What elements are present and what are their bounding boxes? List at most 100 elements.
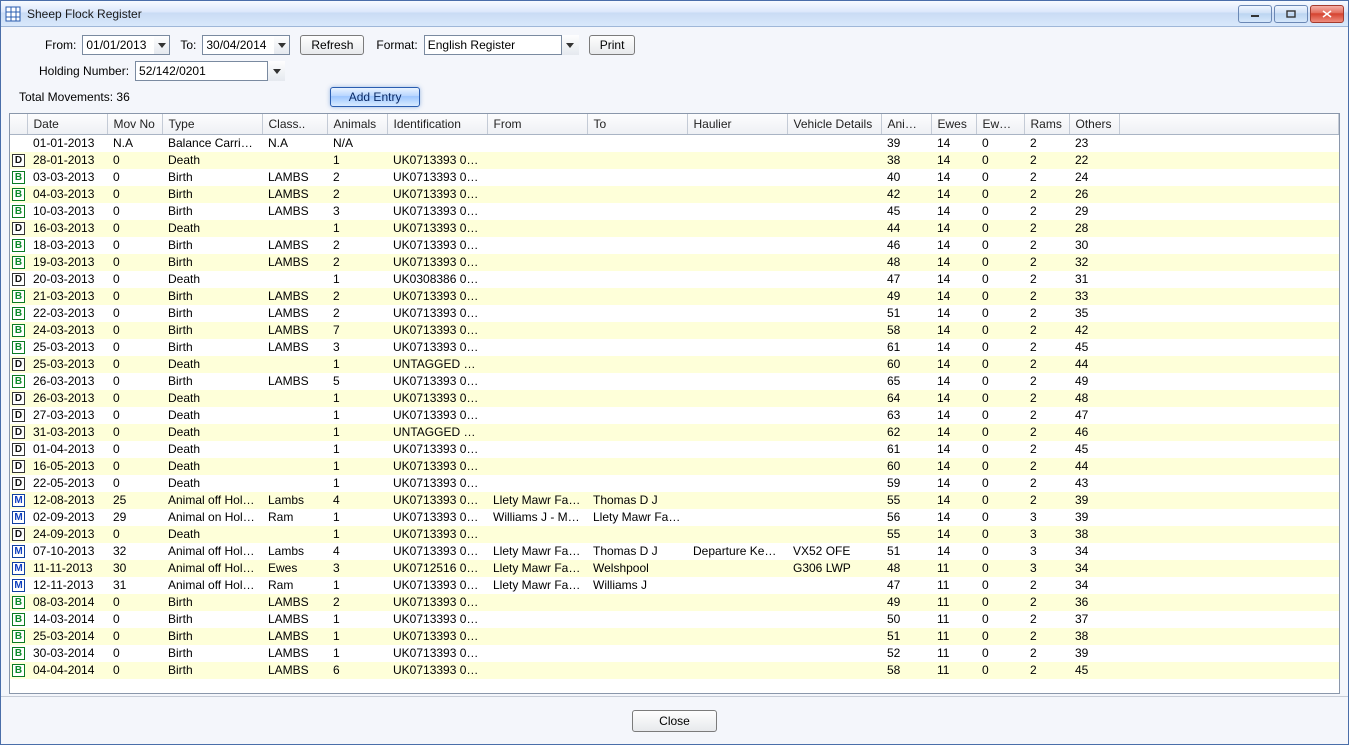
cell-haulier — [687, 220, 787, 237]
holding-number-label: Holding Number: — [39, 64, 129, 78]
column-header[interactable]: Class.. — [262, 114, 327, 135]
table-row[interactable]: D26-03-20130Death1UK0713393 000...641402… — [10, 390, 1339, 407]
cell-movno: 0 — [107, 373, 162, 390]
column-header[interactable]: Animals — [327, 114, 387, 135]
cell-rams: 3 — [1024, 560, 1069, 577]
cell-vehicle — [787, 645, 881, 662]
grid-scroll[interactable]: DateMov NoTypeClass..AnimalsIdentificati… — [10, 114, 1339, 693]
table-row[interactable]: B10-03-20130BirthLAMBS3UK0713393 000...4… — [10, 203, 1339, 220]
cell-animals: 2 — [327, 254, 387, 271]
table-row[interactable]: D24-09-20130Death1UK0713393 000...551403… — [10, 526, 1339, 543]
cell-to — [587, 186, 687, 203]
cell-anim: 50 — [881, 611, 931, 628]
row-type-icon: D — [10, 390, 27, 407]
cell-movno: 0 — [107, 475, 162, 492]
cell-anim: 58 — [881, 662, 931, 679]
cell-type: Animal off Holding — [162, 492, 262, 509]
column-header[interactable]: Identification — [387, 114, 487, 135]
table-row[interactable]: M12-11-201331Animal off HoldingRam1UK071… — [10, 577, 1339, 594]
column-header[interactable]: To — [587, 114, 687, 135]
format-dropdown-icon[interactable] — [561, 35, 579, 55]
table-row[interactable]: D27-03-20130Death1UK0713393 000...631402… — [10, 407, 1339, 424]
cell-haulier — [687, 526, 787, 543]
col-icon[interactable] — [10, 114, 27, 135]
table-row[interactable]: M02-09-201329Animal on HoldingRam1UK0713… — [10, 509, 1339, 526]
cell-spacer — [1119, 475, 1339, 492]
cell-ident: UK0713393 000... — [387, 458, 487, 475]
add-entry-button[interactable]: Add Entry — [330, 87, 421, 107]
cell-rams: 2 — [1024, 492, 1069, 509]
cell-ident: UK0713393 000... — [387, 169, 487, 186]
column-header[interactable]: Anim... — [881, 114, 931, 135]
print-button[interactable]: Print — [589, 35, 636, 55]
to-date-picker[interactable] — [202, 35, 290, 55]
table-row[interactable]: B22-03-20130BirthLAMBS2UK0713393 000...5… — [10, 305, 1339, 322]
format-select[interactable] — [424, 35, 579, 55]
table-row[interactable]: D31-03-20130Death1UNTAGGED LA...62140246 — [10, 424, 1339, 441]
cell-animals: 1 — [327, 526, 387, 543]
cell-ident: UK0713393 000... — [387, 322, 487, 339]
table-row[interactable]: D20-03-20130Death1UK0308386 001...471402… — [10, 271, 1339, 288]
table-row[interactable]: M07-10-201332Animal off HoldingLambs4UK0… — [10, 543, 1339, 560]
from-date-input[interactable] — [82, 35, 154, 55]
table-row[interactable]: B04-03-20130BirthLAMBS2UK0713393 000...4… — [10, 186, 1339, 203]
cell-anim: 60 — [881, 458, 931, 475]
cell-ewe2: 0 — [976, 339, 1024, 356]
table-row[interactable]: B21-03-20130BirthLAMBS2UK0713393 000...4… — [10, 288, 1339, 305]
holding-number-input[interactable] — [135, 61, 285, 81]
column-header[interactable]: Type — [162, 114, 262, 135]
table-row[interactable]: B14-03-20140BirthLAMBS1UK0713393 000...5… — [10, 611, 1339, 628]
cell-movno: 32 — [107, 543, 162, 560]
cell-vehicle — [787, 203, 881, 220]
holding-number-select[interactable] — [135, 61, 285, 81]
table-row[interactable]: D01-04-20130Death1UK0713393 000...611402… — [10, 441, 1339, 458]
table-row[interactable]: M12-08-201325Animal off HoldingLambs4UK0… — [10, 492, 1339, 509]
cell-rams: 2 — [1024, 577, 1069, 594]
column-header[interactable]: From — [487, 114, 587, 135]
row-type-icon: D — [10, 441, 27, 458]
maximize-button[interactable] — [1274, 5, 1308, 23]
column-header[interactable]: Others — [1069, 114, 1119, 135]
table-row[interactable]: D28-01-20130Death1UK0713393 000...381402… — [10, 152, 1339, 169]
from-date-dropdown-icon[interactable] — [154, 35, 170, 55]
table-row[interactable]: B30-03-20140BirthLAMBS1UK0713393 000...5… — [10, 645, 1339, 662]
holding-dropdown-icon[interactable] — [267, 61, 285, 81]
table-row[interactable]: D16-05-20130Death1UK0713393 000...601402… — [10, 458, 1339, 475]
column-header[interactable]: Mov No — [107, 114, 162, 135]
table-row[interactable]: B24-03-20130BirthLAMBS7UK0713393 000...5… — [10, 322, 1339, 339]
close-window-button[interactable] — [1310, 5, 1344, 23]
table-row[interactable]: B04-04-20140BirthLAMBS6UK0713393 000...5… — [10, 662, 1339, 679]
table-row[interactable]: B18-03-20130BirthLAMBS2UK0713393 000...4… — [10, 237, 1339, 254]
row-type-icon: M — [10, 577, 27, 594]
to-date-input[interactable] — [202, 35, 274, 55]
column-header[interactable]: Vehicle Details — [787, 114, 881, 135]
refresh-button[interactable]: Refresh — [300, 35, 364, 55]
column-header[interactable]: Date — [27, 114, 107, 135]
cell-spacer — [1119, 152, 1339, 169]
column-header[interactable]: Ewe ... — [976, 114, 1024, 135]
table-row[interactable]: B08-03-20140BirthLAMBS2UK0713393 000...4… — [10, 594, 1339, 611]
table-row[interactable]: B25-03-20140BirthLAMBS1UK0713393 000...5… — [10, 628, 1339, 645]
table-row[interactable]: B03-03-20130BirthLAMBS2UK0713393 000...4… — [10, 169, 1339, 186]
table-row[interactable]: B19-03-20130BirthLAMBS2UK0713393 000...4… — [10, 254, 1339, 271]
column-header[interactable]: Haulier — [687, 114, 787, 135]
table-row[interactable]: B26-03-20130BirthLAMBS5UK0713393 000...6… — [10, 373, 1339, 390]
cell-haulier — [687, 203, 787, 220]
to-date-dropdown-icon[interactable] — [274, 35, 290, 55]
table-row[interactable]: D25-03-20130Death1UNTAGGED LA...60140244 — [10, 356, 1339, 373]
cell-ewes: 14 — [931, 288, 976, 305]
table-row[interactable]: D22-05-20130Death1UK0713393 000...591402… — [10, 475, 1339, 492]
footer: Close — [1, 696, 1348, 744]
format-select-input[interactable] — [424, 35, 579, 55]
cell-vehicle — [787, 594, 881, 611]
from-date-picker[interactable] — [82, 35, 170, 55]
table-row[interactable]: 01-01-2013N.ABalance Carried...N.AN/A391… — [10, 135, 1339, 152]
column-header[interactable]: Rams — [1024, 114, 1069, 135]
table-row[interactable]: B25-03-20130BirthLAMBS3UK0713393 000...6… — [10, 339, 1339, 356]
cell-anim: 51 — [881, 305, 931, 322]
column-header[interactable]: Ewes — [931, 114, 976, 135]
table-row[interactable]: D16-03-20130Death1UK0713393 000...441402… — [10, 220, 1339, 237]
close-button[interactable]: Close — [632, 710, 717, 732]
table-row[interactable]: M11-11-201330Animal off HoldingEwes3UK07… — [10, 560, 1339, 577]
minimize-button[interactable] — [1238, 5, 1272, 23]
